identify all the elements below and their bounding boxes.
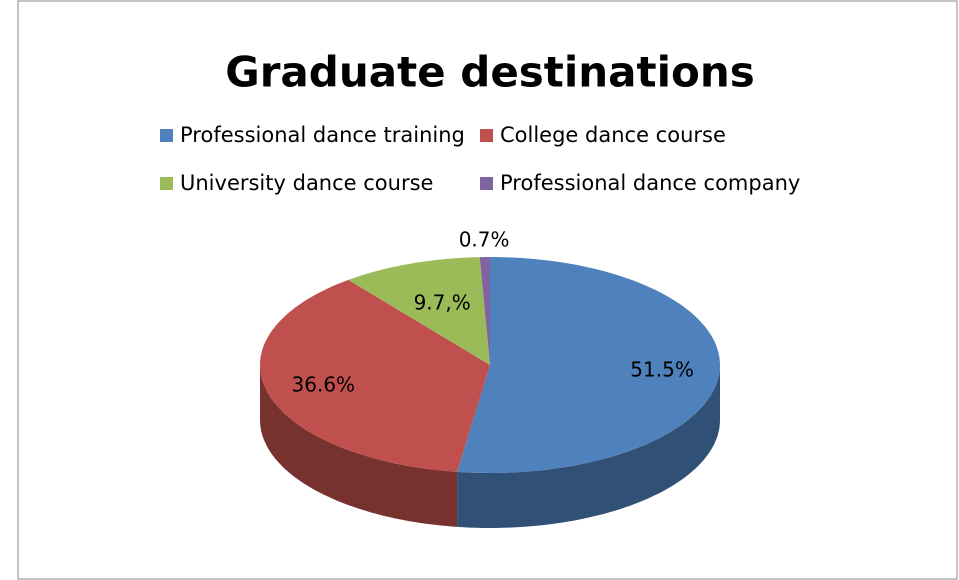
data-label: 0.7% xyxy=(459,227,510,251)
legend-swatch xyxy=(160,129,173,142)
data-label: 36.6% xyxy=(292,372,356,396)
legend-label: Professional dance company xyxy=(500,171,800,195)
slice xyxy=(479,257,490,365)
legend-swatch xyxy=(160,177,173,190)
legend-label: College dance course xyxy=(500,123,726,147)
slice-side xyxy=(457,365,720,528)
slice-side xyxy=(260,365,458,527)
legend-swatch xyxy=(480,129,493,142)
data-label: 9.7,% xyxy=(414,291,471,315)
chart-title: Graduate destinations xyxy=(225,48,755,97)
legend-swatch xyxy=(480,177,493,190)
slice xyxy=(348,257,490,365)
slice xyxy=(260,279,490,472)
legend-label: University dance course xyxy=(180,171,433,195)
legend-label: Professional dance training xyxy=(180,123,465,147)
data-label: 51.5% xyxy=(630,357,694,381)
slice xyxy=(457,257,720,473)
